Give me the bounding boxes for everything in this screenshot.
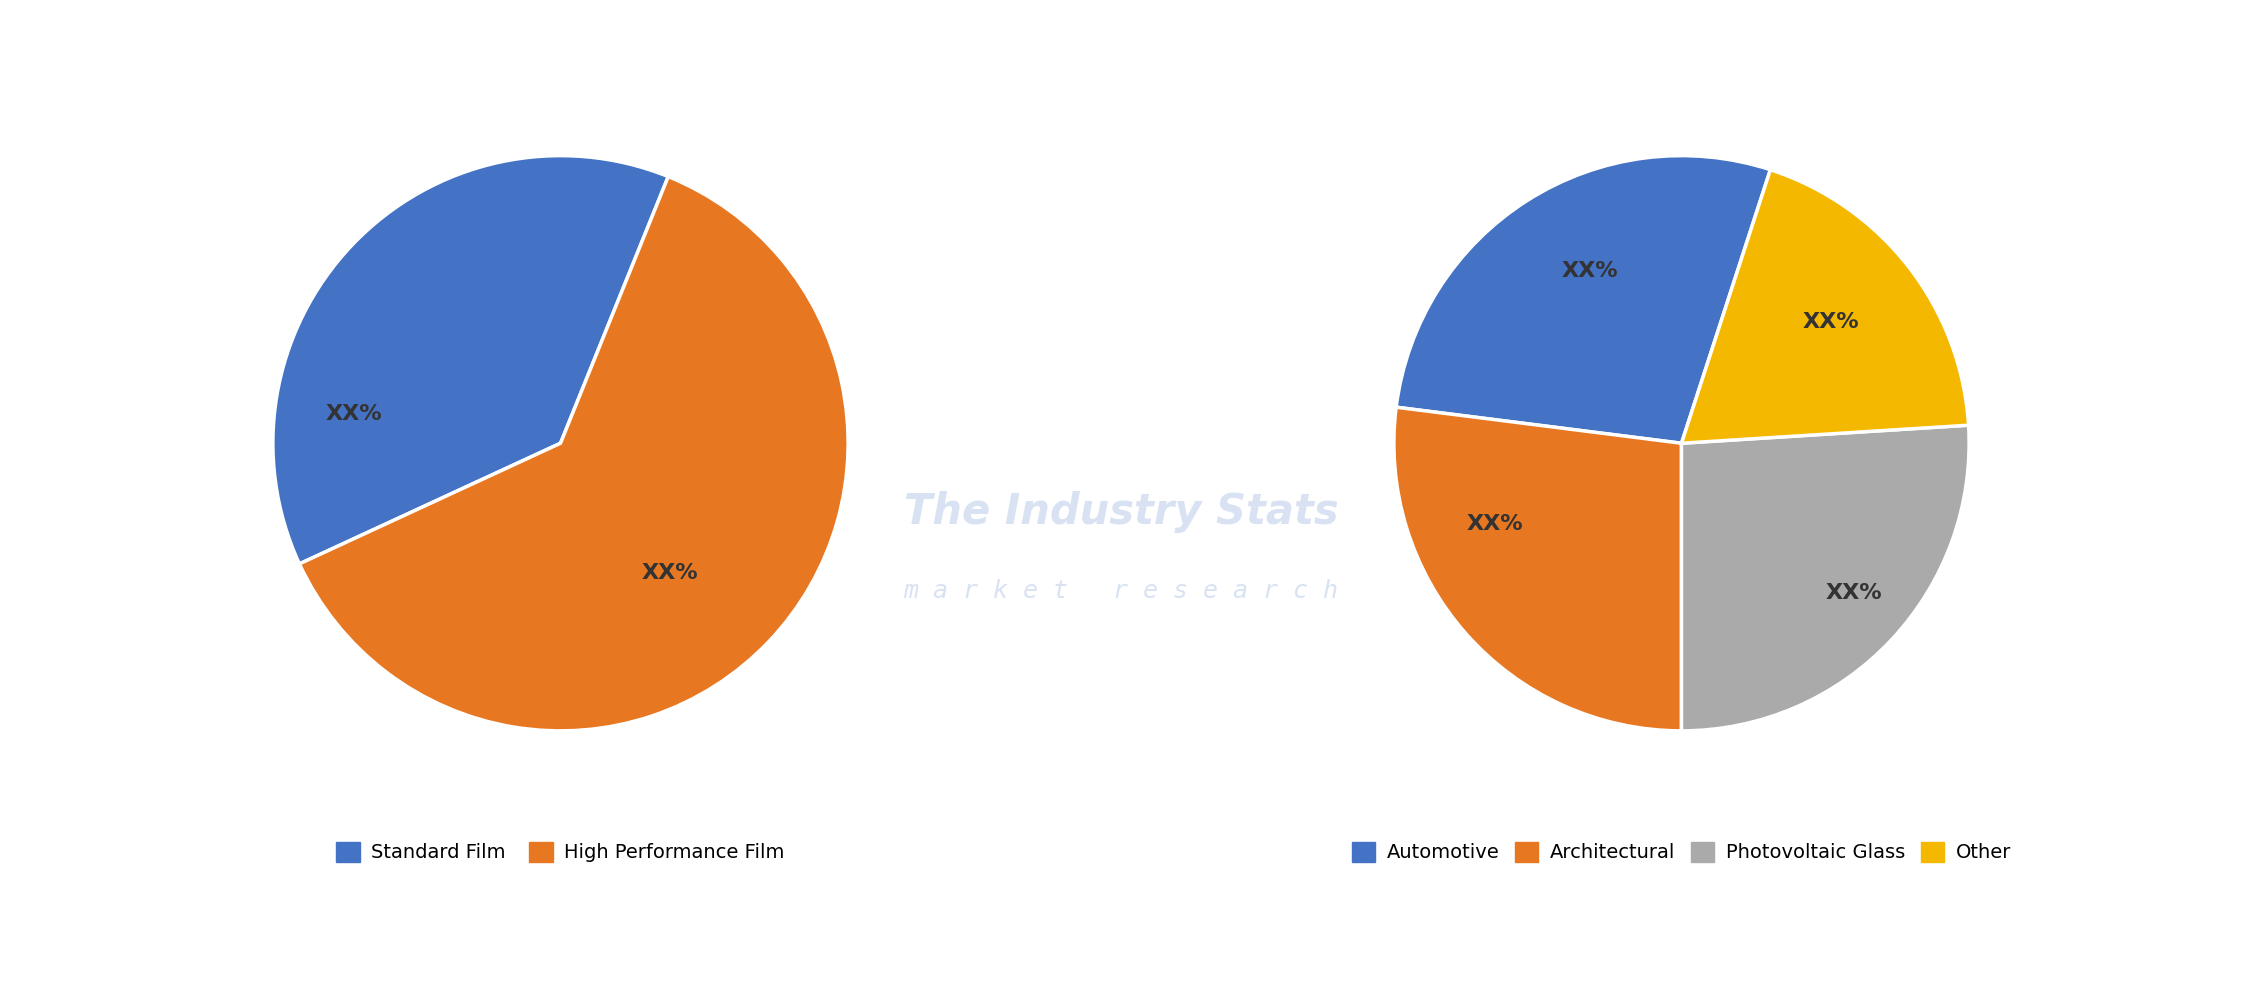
Wedge shape — [274, 156, 668, 563]
Text: XX%: XX% — [1803, 312, 1859, 333]
Text: XX%: XX% — [1560, 261, 1619, 281]
Wedge shape — [1395, 407, 1682, 731]
Legend: Standard Film, High Performance Film: Standard Film, High Performance Film — [330, 834, 791, 870]
Text: Fig. Global PVB Film Market Share by Product Types & Application: Fig. Global PVB Film Market Share by Pro… — [27, 27, 1222, 57]
Wedge shape — [1397, 156, 1771, 443]
Wedge shape — [300, 176, 847, 731]
Text: Email: sales@theindustrystats.com: Email: sales@theindustrystats.com — [944, 934, 1298, 952]
Text: XX%: XX% — [641, 562, 697, 583]
Text: m a r k e t   r e s e a r c h: m a r k e t r e s e a r c h — [904, 579, 1338, 603]
Text: XX%: XX% — [1466, 514, 1522, 534]
Text: XX%: XX% — [1825, 583, 1883, 603]
Wedge shape — [1682, 426, 1968, 731]
Text: Source: Theindustrystats Analysis: Source: Theindustrystats Analysis — [22, 934, 368, 952]
Text: Website: www.theindustrystats.com: Website: www.theindustrystats.com — [1852, 934, 2220, 952]
Wedge shape — [1682, 169, 1968, 443]
Text: The Industry Stats: The Industry Stats — [904, 492, 1338, 533]
Text: XX%: XX% — [325, 405, 381, 425]
Legend: Automotive, Architectural, Photovoltaic Glass, Other: Automotive, Architectural, Photovoltaic … — [1343, 834, 2020, 870]
